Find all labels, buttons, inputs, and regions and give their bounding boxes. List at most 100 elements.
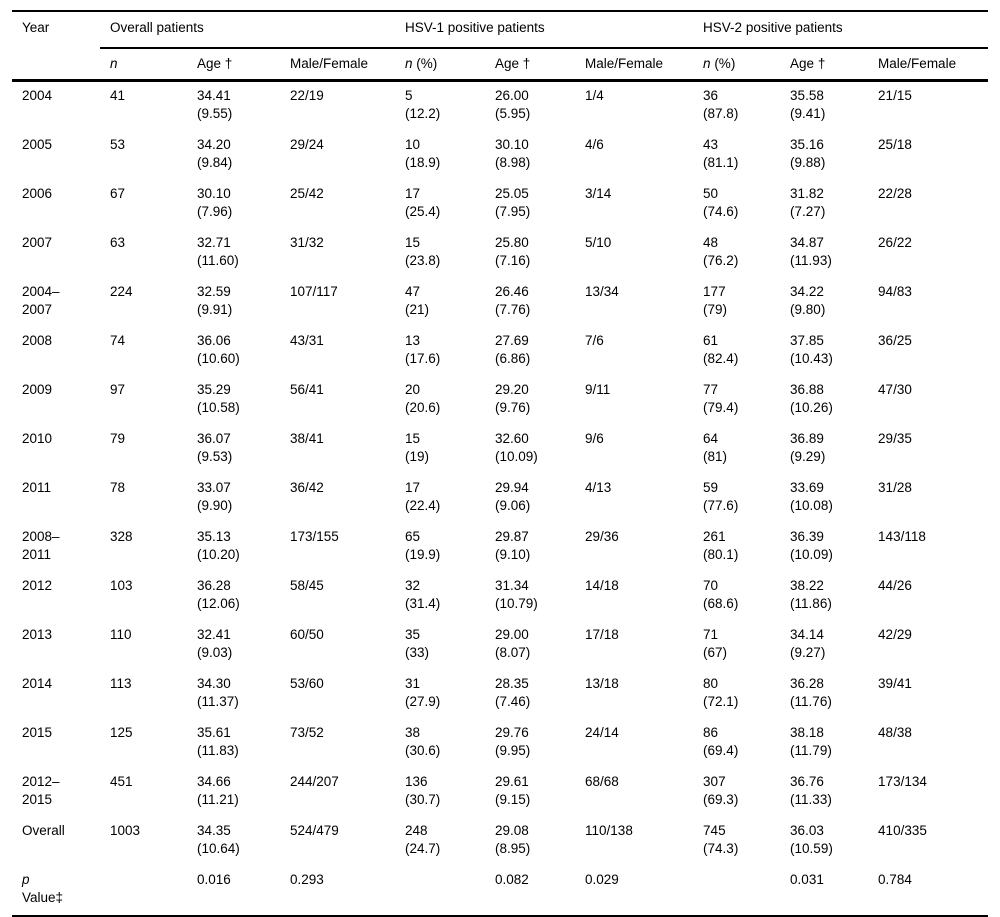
table-row: 2015 125 35.61 (11.83) 73/52 38 (30.6) 29.76 … [12, 719, 988, 768]
table-cell: 410/335 [878, 823, 927, 838]
row-year-label: 2015 [22, 725, 53, 740]
table-cell: 29/24 [290, 137, 324, 152]
table-cell: 15 (23.8) [405, 235, 441, 268]
table-row: 2014 113 34.30 (11.37) 53/60 31 (27.9) 28.35 … [12, 670, 988, 719]
table-cell: 4/13 [585, 480, 612, 495]
table-cell: 25/42 [290, 186, 324, 201]
table-cell: 34.87 (11.93) [790, 235, 832, 268]
table-cell: 13/34 [585, 284, 619, 299]
table-cell: 524/479 [290, 823, 339, 838]
table-cell: 173/155 [290, 529, 339, 544]
page: Year Overall patients HSV-1 positive pat… [12, 10, 989, 917]
sub-header-rest: (%) [412, 56, 438, 71]
table-cell: 13/18 [585, 676, 619, 691]
table-row: Overall 1003 34.35 (10.64) 524/479 248 (24.7… [12, 817, 988, 866]
header-hsv1-age: Age † [485, 48, 576, 82]
table-cell: 173/134 [878, 774, 927, 789]
table-cell: 86 (69.4) [703, 725, 739, 758]
table-cell: 261 (80.1) [703, 529, 739, 562]
table-cell: 7/6 [585, 333, 604, 348]
table-row: 2004 41 34.41 (9.55) 22/19 5 (12.2) 26.00 (5.… [12, 81, 988, 132]
table-cell: 177 (79) [703, 284, 728, 317]
table-cell: 38 (30.6) [405, 725, 441, 758]
table-cell: 4/6 [585, 137, 604, 152]
table-row: 2010 79 36.07 (9.53) 38/41 15 (19) 32.60 (10.… [12, 425, 988, 474]
table-cell: 9/11 [585, 382, 611, 397]
table-cell: 34.20 (9.84) [197, 137, 233, 170]
row-year-label: 2012 [22, 578, 53, 593]
table-cell: 48 (76.2) [703, 235, 739, 268]
table-cell: 0.784 [878, 872, 912, 887]
table-cell: 47/30 [878, 382, 912, 397]
sub-header-rest: Age † [197, 56, 233, 71]
table-cell: 15 (19) [405, 431, 430, 464]
table-cell: 28.35 (7.46) [495, 676, 531, 709]
table-cell: 34.14 (9.27) [790, 627, 826, 660]
table-cell: 5 (12.2) [405, 88, 441, 121]
sub-header-italic: n [110, 56, 118, 71]
header-overall-malefemale: Male/Female [280, 48, 396, 82]
table-cell: 34.66 (11.21) [197, 774, 239, 807]
table-cell: 68/68 [585, 774, 619, 789]
row-year-label: 2012– 2015 [22, 774, 60, 807]
table-cell: 94/83 [878, 284, 912, 299]
table-row: 2012– 2015 451 34.66 (11.21) 244/207 136 (30… [12, 768, 988, 817]
header-group-hsv2: HSV-2 positive patients [693, 11, 989, 49]
table-cell: 36.03 (10.59) [790, 823, 833, 856]
table-cell: 59 (77.6) [703, 480, 739, 513]
table-cell: 79 [110, 431, 126, 446]
row-year-label: Overall [22, 823, 65, 838]
table-cell: 31.34 (10.79) [495, 578, 538, 611]
table-cell: 22/19 [290, 88, 324, 103]
table-cell: 29.61 (9.15) [495, 774, 531, 807]
header-hsv1-n-pct: n (%) [395, 48, 486, 82]
row-year-label: 2014 [22, 676, 53, 691]
table-cell: 36.28 (12.06) [197, 578, 240, 611]
sub-header-row: n Age † Male/Female n (%) Age † Male/Fem… [12, 48, 989, 82]
row-year-label: 2011 [22, 480, 52, 495]
row-year-label: 2008– 2011 [22, 529, 60, 562]
table-cell: 10 (18.9) [405, 137, 441, 170]
table-cell: 36.28 (11.76) [790, 676, 832, 709]
table-cell: 13 (17.6) [405, 333, 441, 366]
table-cell: 56/41 [290, 382, 324, 397]
table-cell: 244/207 [290, 774, 339, 789]
table-cell: 21/15 [878, 88, 912, 103]
table-cell: 36 (87.8) [703, 88, 739, 121]
table-cell: 328 [110, 529, 133, 544]
table-row: 2008– 2011 328 35.13 (10.20) 173/155 65 (19.… [12, 523, 988, 572]
table-cell: 39/41 [878, 676, 912, 691]
sub-header-rest: Male/Female [290, 56, 369, 71]
sub-header-rest: Male/Female [585, 56, 664, 71]
table-cell: 71 (67) [703, 627, 728, 660]
table-cell: 17 (25.4) [405, 186, 441, 219]
table-cell: 31 (27.9) [405, 676, 441, 709]
table-cell: 42/29 [878, 627, 912, 642]
table-body: 2004 41 34.41 (9.55) 22/19 5 (12.2) 26.00 (5.… [12, 81, 988, 917]
header-hsv2-n-pct: n (%) [693, 48, 781, 82]
table-cell: 26.00 (5.95) [495, 88, 531, 121]
row-year-label: 2004 [22, 88, 53, 103]
patients-by-year-table: Year Overall patients HSV-1 positive pat… [12, 10, 989, 917]
table-cell: 110 [110, 627, 132, 642]
row-year-label: 2006 [22, 186, 53, 201]
table-cell: 0.293 [290, 872, 324, 887]
table-cell: 34.41 (9.55) [197, 88, 233, 121]
header-overall-age: Age † [187, 48, 280, 82]
table-cell: 248 (24.7) [405, 823, 441, 856]
table-cell: 9/6 [585, 431, 604, 446]
table-cell: 20 (20.6) [405, 382, 441, 415]
row-year-label: 2007 [22, 235, 53, 250]
table-cell: 30.10 (8.98) [495, 137, 531, 170]
table-cell: 36/42 [290, 480, 324, 495]
row-year-label: p Value‡ [22, 872, 64, 905]
table-cell: 36.39 (10.09) [790, 529, 833, 562]
header-group-hsv1: HSV-1 positive patients [395, 11, 694, 49]
header-year: Year [12, 11, 100, 82]
table-cell: 136 (30.7) [405, 774, 441, 807]
table-header: Year Overall patients HSV-1 positive pat… [12, 11, 989, 82]
table-cell: 32.71 (11.60) [197, 235, 239, 268]
table-cell: 29.76 (9.95) [495, 725, 531, 758]
table-cell: 47 (21) [405, 284, 430, 317]
table-cell: 31/28 [878, 480, 912, 495]
